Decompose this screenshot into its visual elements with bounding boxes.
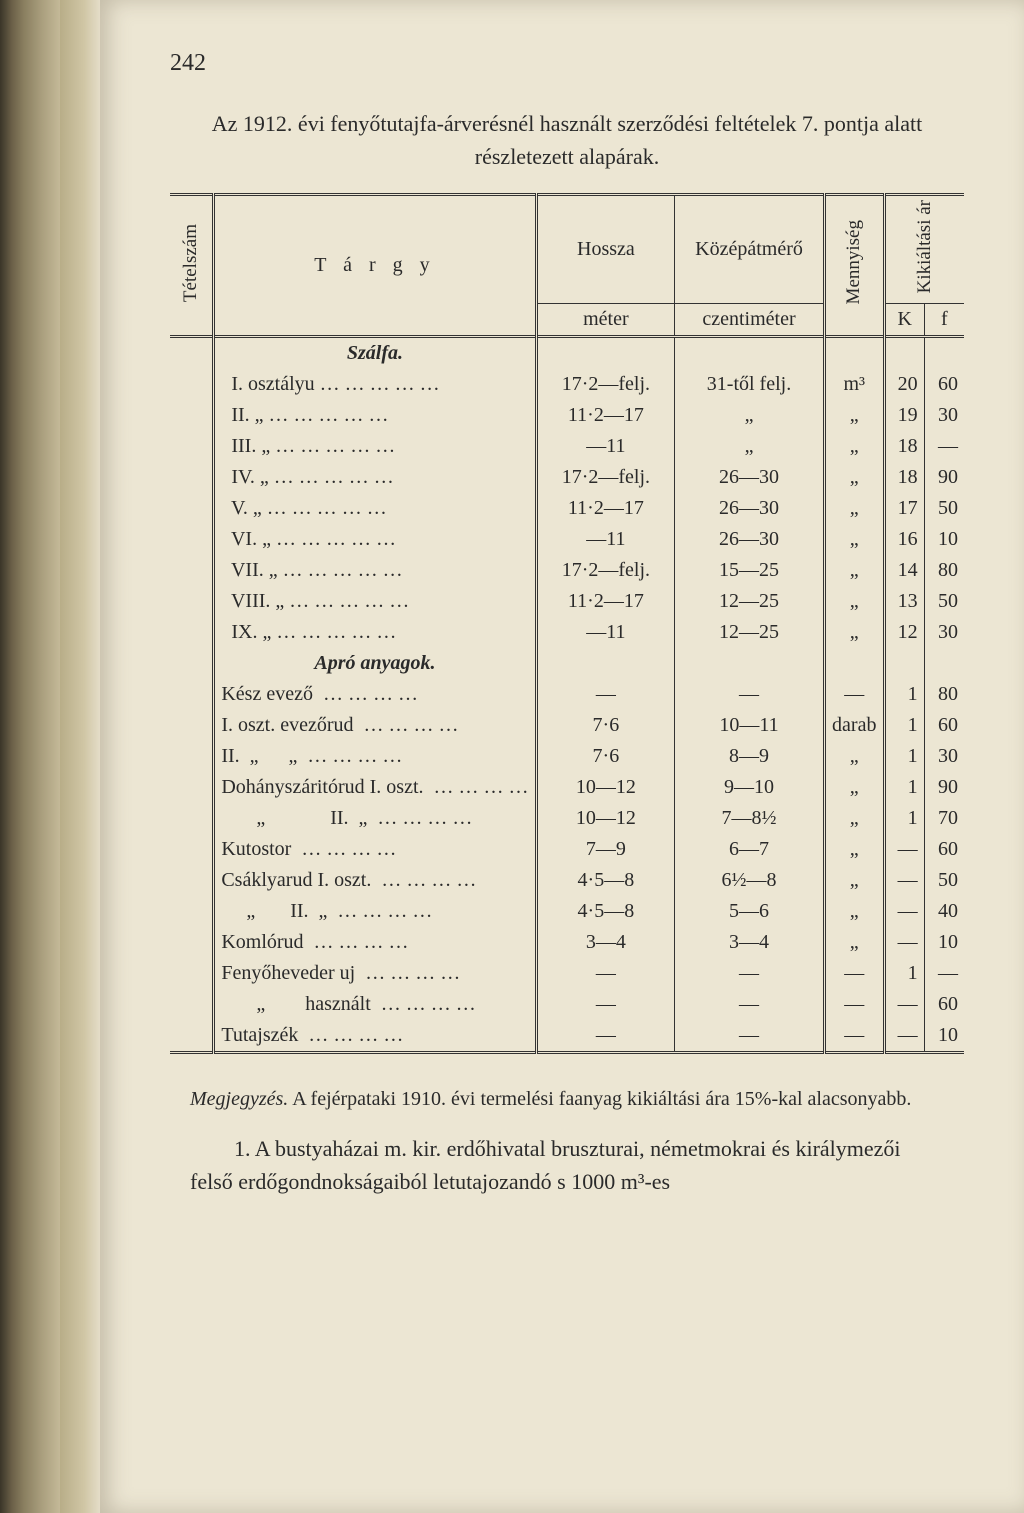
table-row: „ II. „ … … … … — [214, 896, 536, 927]
table-row: Komlórud … … … … — [214, 927, 536, 958]
table-row: IV. „ … … … … … — [214, 462, 536, 493]
table-row: I. oszt. evezőrud … … … … — [214, 710, 536, 741]
page-number: 242 — [170, 50, 964, 77]
table-row: III. „ … … … … … — [214, 431, 536, 462]
table-row: „ használt … … … … — [214, 989, 536, 1020]
table-row: I. osztályu … … … … … — [214, 369, 536, 400]
col-kozepatmero: Középátmérő — [675, 195, 824, 304]
col-tetelszam: Tételszám — [170, 195, 214, 337]
table-row: Kutostor … … … … — [214, 834, 536, 865]
table-row: VI. „ … … … … … — [214, 524, 536, 555]
page-body: 242 Az 1912. évi fenyőtutajfa-árverésnél… — [100, 0, 1024, 1513]
table-row: „ II. „ … … … … — [214, 803, 536, 834]
table-row: IX. „ … … … … … — [214, 617, 536, 648]
section-szalfa: Szálfa. — [214, 337, 536, 370]
table-row: Dohányszáritórud I. oszt. … … … … — [214, 772, 536, 803]
continuation-paragraph: 1. A bustyaházai m. kir. erdőhivatal bru… — [190, 1132, 944, 1198]
table-row: Fenyőheveder uj … … … … — [214, 958, 536, 989]
table-row: Kész evező … … … … — [214, 679, 536, 710]
sub-K: K — [884, 304, 924, 337]
note-paragraph: Megjegyzés. A fejérpataki 1910. évi term… — [190, 1084, 944, 1114]
table-row: II. „ … … … … … — [214, 400, 536, 431]
note-label: Megjegyzés. — [190, 1088, 288, 1110]
sub-meter: méter — [536, 304, 675, 337]
table-row: II. „ „ … … … … — [214, 741, 536, 772]
table-caption: Az 1912. évi fenyőtutajfa-árverésnél has… — [210, 107, 924, 173]
table-row: V. „ … … … … … — [214, 493, 536, 524]
col-hossza: Hossza — [536, 195, 675, 304]
sub-czentimeter: czentiméter — [675, 304, 824, 337]
table-row: VIII. „ … … … … … — [214, 586, 536, 617]
col-mennyiseg: Mennyiség — [824, 195, 884, 337]
col-targy: T á r g y — [214, 195, 536, 337]
price-table: Tételszám T á r g y Hossza Középátmérő M… — [170, 193, 964, 1054]
note-text: A fejérpataki 1910. évi termelési faanya… — [288, 1088, 911, 1110]
table-row: VII. „ … … … … … — [214, 555, 536, 586]
page-gutter — [60, 0, 100, 1513]
sub-f: f — [924, 304, 964, 337]
table-row: Csáklyarud I. oszt. … … … … — [214, 865, 536, 896]
section-apro: Apró anyagok. — [214, 648, 536, 679]
col-kikialtasi: Kikiáltási ár — [884, 195, 964, 304]
table-row: Tutajszék … … … … — [214, 1020, 536, 1053]
book-spine — [0, 0, 60, 1513]
